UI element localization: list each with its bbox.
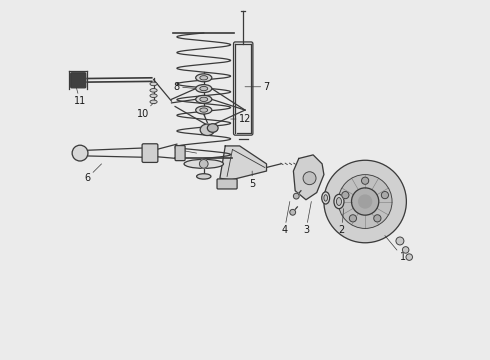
Text: 9: 9 <box>174 144 196 154</box>
Circle shape <box>381 192 389 199</box>
Polygon shape <box>294 155 324 200</box>
Text: 2: 2 <box>339 209 345 235</box>
Text: 7: 7 <box>245 82 270 92</box>
Ellipse shape <box>150 100 157 104</box>
Text: 10: 10 <box>137 103 153 119</box>
FancyBboxPatch shape <box>217 179 237 189</box>
Ellipse shape <box>324 195 327 201</box>
Ellipse shape <box>196 85 212 93</box>
Text: 11: 11 <box>74 81 86 106</box>
Ellipse shape <box>207 124 218 132</box>
Circle shape <box>199 159 208 168</box>
Circle shape <box>303 172 316 185</box>
Ellipse shape <box>196 95 212 103</box>
Circle shape <box>349 215 357 222</box>
Ellipse shape <box>322 192 330 204</box>
Circle shape <box>342 192 349 199</box>
Circle shape <box>406 254 413 260</box>
Circle shape <box>72 145 88 161</box>
Text: 12: 12 <box>231 114 251 124</box>
Ellipse shape <box>200 86 208 91</box>
FancyBboxPatch shape <box>234 42 253 135</box>
Text: 8: 8 <box>174 82 196 92</box>
Ellipse shape <box>196 106 212 114</box>
Ellipse shape <box>196 174 211 179</box>
Circle shape <box>290 210 295 215</box>
Text: 5: 5 <box>249 171 255 189</box>
Ellipse shape <box>337 198 342 206</box>
Circle shape <box>402 247 409 253</box>
Ellipse shape <box>150 94 157 98</box>
Ellipse shape <box>334 194 344 209</box>
Circle shape <box>338 175 392 228</box>
Polygon shape <box>220 146 267 180</box>
Ellipse shape <box>184 159 223 168</box>
Ellipse shape <box>150 89 157 92</box>
Circle shape <box>359 195 371 208</box>
Ellipse shape <box>200 97 208 102</box>
FancyBboxPatch shape <box>142 144 158 162</box>
Text: 3: 3 <box>303 202 311 235</box>
Ellipse shape <box>150 82 157 86</box>
Circle shape <box>362 177 368 184</box>
Ellipse shape <box>200 108 208 112</box>
FancyBboxPatch shape <box>175 145 185 161</box>
Circle shape <box>396 237 404 245</box>
Ellipse shape <box>200 76 208 80</box>
Circle shape <box>324 160 406 243</box>
Circle shape <box>294 193 299 199</box>
Ellipse shape <box>196 74 212 82</box>
Circle shape <box>374 215 381 222</box>
Text: 4: 4 <box>281 202 290 235</box>
Ellipse shape <box>200 124 215 135</box>
FancyBboxPatch shape <box>71 73 86 88</box>
Circle shape <box>351 188 379 215</box>
Text: 6: 6 <box>84 164 101 183</box>
Text: 1: 1 <box>385 235 406 262</box>
